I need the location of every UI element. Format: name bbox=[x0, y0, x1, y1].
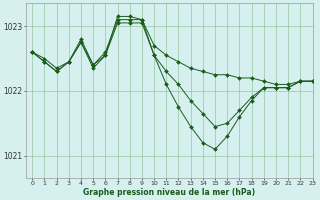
X-axis label: Graphe pression niveau de la mer (hPa): Graphe pression niveau de la mer (hPa) bbox=[83, 188, 255, 197]
